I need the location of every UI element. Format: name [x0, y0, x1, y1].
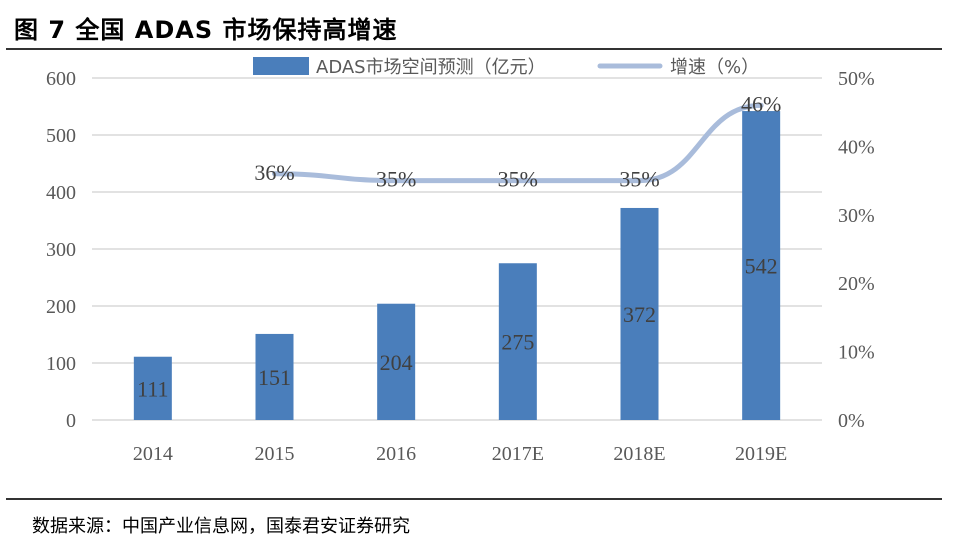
legend-bar-label: ADAS市场空间预测（亿元） — [316, 57, 546, 78]
right-tick-label: 20% — [838, 273, 875, 295]
right-tick-label: 0% — [838, 410, 865, 432]
left-tick-label: 300 — [46, 239, 76, 261]
bar-data-label: 111 — [137, 376, 168, 401]
legend-bar-swatch — [253, 57, 309, 75]
x-tick-label: 2015 — [255, 443, 295, 465]
x-tick-label: 2019E — [735, 443, 787, 465]
line-data-label: 36% — [254, 160, 294, 185]
x-tick-label: 2016 — [376, 443, 416, 465]
growth-line — [272, 102, 764, 184]
x-tick-label: 2014 — [133, 443, 173, 465]
bar-data-label: 372 — [623, 302, 656, 327]
bar-data-label: 151 — [258, 365, 291, 390]
left-tick-label: 0 — [66, 410, 76, 432]
bar — [133, 356, 172, 420]
bar — [377, 303, 416, 420]
line-data-label: 35% — [498, 167, 538, 192]
figure-title: 图 7 全国 ADAS 市场保持高增速 — [14, 16, 398, 44]
source-divider — [6, 498, 942, 500]
bar — [620, 207, 659, 420]
x-tick-label: 2017E — [492, 443, 544, 465]
x-tick-label: 2018E — [613, 443, 665, 465]
right-tick-label: 30% — [838, 205, 875, 227]
left-tick-label: 100 — [46, 353, 76, 375]
line-data-label: 46% — [741, 91, 781, 116]
bar-data-label: 275 — [501, 330, 534, 355]
line-data-label: 35% — [376, 167, 416, 192]
bar — [742, 111, 781, 420]
left-tick-label: 500 — [46, 125, 76, 147]
bar — [498, 263, 537, 420]
legend-line-label: 增速（%） — [670, 57, 759, 78]
left-tick-label: 200 — [46, 296, 76, 318]
title-divider — [6, 48, 942, 50]
line-data-label: 35% — [619, 167, 659, 192]
bar — [255, 333, 294, 420]
right-tick-label: 50% — [838, 68, 875, 90]
right-tick-label: 10% — [838, 342, 875, 364]
source-note: 数据来源：中国产业信息网，国泰君安证券研究 — [32, 516, 410, 537]
bar-data-label: 542 — [745, 254, 778, 279]
left-tick-label: 600 — [46, 68, 76, 90]
bar-data-label: 204 — [380, 350, 413, 375]
right-tick-label: 40% — [838, 136, 875, 158]
left-tick-label: 400 — [46, 182, 76, 204]
